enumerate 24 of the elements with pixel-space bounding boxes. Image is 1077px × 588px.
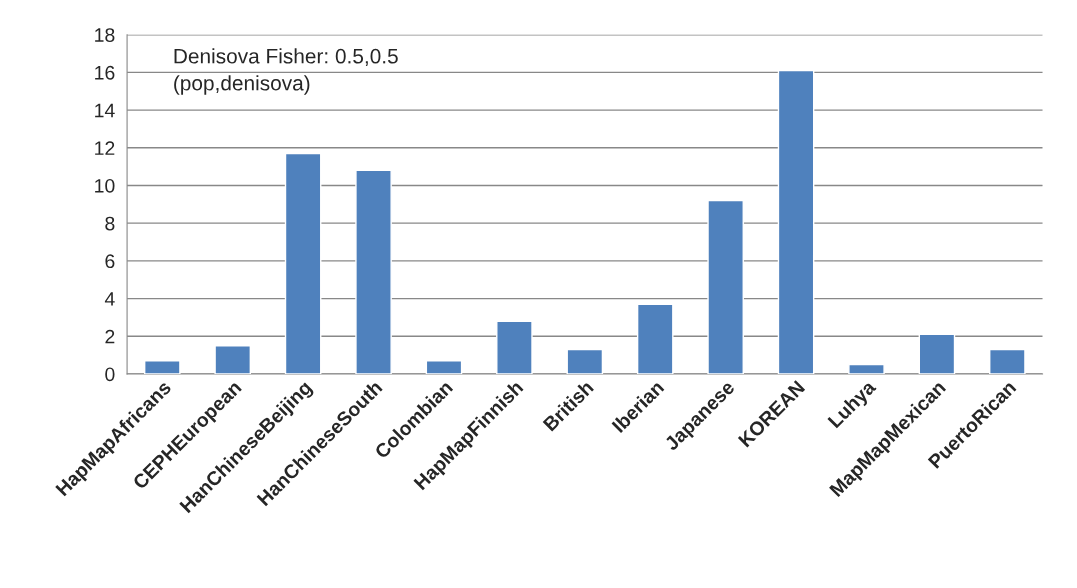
y-tick-label: 10 — [95, 178, 115, 193]
bar — [918, 333, 956, 374]
bar — [636, 303, 674, 374]
bar — [425, 360, 463, 374]
annotation: Denisova Fisher: 0.5,0.5 (pop,denisova) — [174, 48, 398, 95]
bar — [355, 169, 392, 374]
bar — [707, 199, 744, 374]
y-tick-label: 18 — [95, 28, 115, 42]
bar — [848, 363, 885, 374]
bar — [214, 345, 252, 374]
y-tick-label: 4 — [104, 292, 115, 306]
bar — [284, 152, 322, 374]
y-tick-label: 6 — [105, 254, 115, 269]
y-tick-label: 14 — [95, 103, 115, 118]
y-tick-label: 12 — [95, 141, 115, 155]
bar — [566, 348, 604, 374]
y-tick-label: 2 — [105, 329, 115, 344]
bar — [777, 69, 815, 374]
y-tick-label: 16 — [95, 65, 115, 80]
y-tick-label: 8 — [105, 216, 115, 231]
bar — [496, 320, 533, 374]
bar — [989, 348, 1026, 374]
bar — [143, 360, 181, 374]
y-tick-label: 0 — [105, 367, 115, 382]
